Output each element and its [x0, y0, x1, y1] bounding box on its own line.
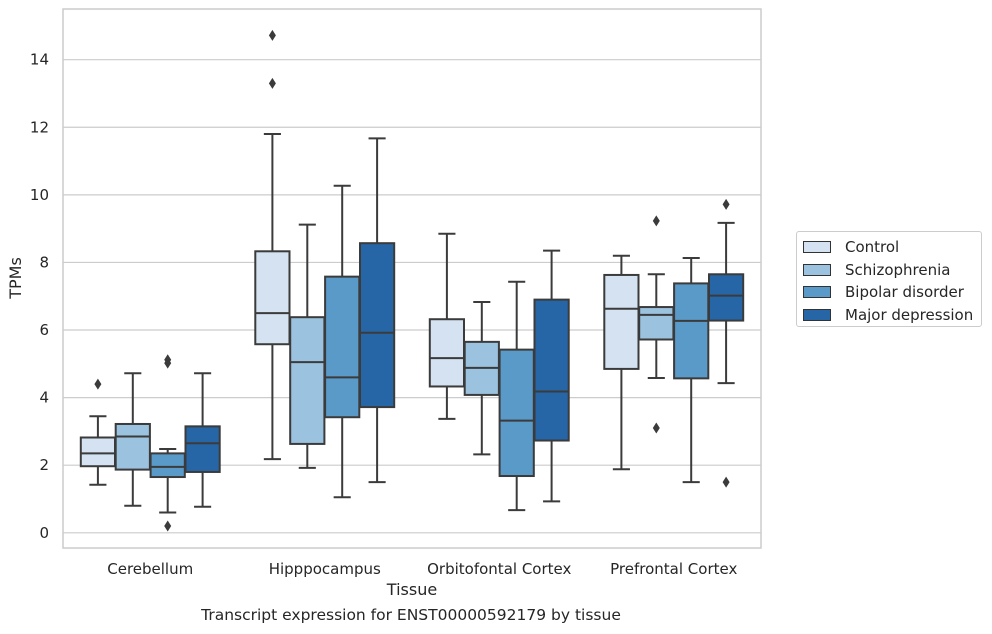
box-3-3 [707, 198, 745, 488]
box-1-1 [289, 223, 326, 469]
box-0-1 [254, 29, 291, 461]
outlier-point [652, 422, 660, 434]
box-0-0 [79, 378, 117, 486]
box-iqr [603, 273, 640, 370]
box-series [79, 29, 745, 532]
box-iqr [289, 316, 326, 445]
box-2-3 [673, 257, 710, 484]
outlier-point [268, 77, 276, 89]
legend-label: Major depression [845, 305, 974, 324]
box-iqr [149, 452, 186, 479]
y-tick-label: 6 [39, 321, 49, 339]
box-iqr [114, 422, 151, 471]
box-iqr [79, 436, 117, 468]
x-tick-label: Hipppocampus [269, 560, 381, 578]
x-axis-ticks: Cerebellum Hipppocampus Orbitofontal Corte… [107, 560, 737, 578]
outlier-point [164, 520, 172, 532]
box-iqr [184, 425, 221, 473]
y-tick-label: 8 [39, 253, 49, 271]
box-iqr [358, 242, 396, 409]
legend-swatch [803, 286, 831, 299]
outlier-point [94, 378, 102, 390]
box-1-0 [114, 372, 151, 507]
box-0-2 [428, 232, 466, 420]
box-2-1 [324, 184, 361, 499]
x-tick-label: Prefrontal Cortex [610, 560, 737, 578]
box-iqr [533, 298, 570, 442]
box-iqr [638, 306, 675, 341]
box-0-3 [603, 254, 640, 471]
legend-label: Bipolar disorder [845, 283, 964, 302]
legend-swatch [803, 263, 831, 276]
box-3-2 [533, 249, 570, 503]
x-tick-label: Cerebellum [107, 560, 193, 578]
chart-caption: Transcript expression for ENST0000059217… [201, 606, 621, 624]
legend-label: Control [845, 238, 900, 257]
x-tick-label: Orbitofontal Cortex [427, 560, 571, 578]
legend-item-schizophrenia: Schizophrenia [803, 259, 981, 282]
y-tick-label: 2 [39, 456, 49, 474]
box-iqr [498, 348, 535, 478]
box-1-2 [463, 300, 500, 456]
box-3-0 [184, 372, 221, 508]
legend-label: Schizophrenia [845, 260, 951, 279]
box-2-0 [149, 354, 186, 532]
plot-frame [62, 8, 762, 549]
box-iqr [254, 250, 291, 346]
box-iqr [673, 282, 710, 380]
legend: Control Schizophrenia Bipolar disorder M… [796, 231, 982, 327]
outlier-point [652, 215, 660, 227]
outlier-point [164, 357, 172, 369]
box-iqr [428, 318, 466, 388]
y-tick-label: 10 [30, 186, 49, 204]
outlier-point [722, 476, 730, 488]
legend-swatch [803, 308, 831, 321]
y-tick-label: 14 [30, 51, 49, 69]
x-axis-label: Tissue [386, 580, 437, 599]
box-1-3 [638, 215, 675, 434]
box-iqr [707, 273, 745, 322]
legend-swatch [803, 241, 831, 254]
y-axis-ticks: 0 2 4 6 8 10 12 14 [30, 51, 49, 542]
legend-item-control: Control [803, 236, 981, 259]
outlier-point [268, 29, 276, 41]
legend-item-bipolar-disorder: Bipolar disorder [803, 281, 981, 304]
y-tick-label: 4 [39, 389, 49, 407]
box-2-2 [498, 280, 535, 512]
box-iqr [324, 275, 361, 419]
y-tick-label: 12 [30, 118, 49, 136]
outlier-point [722, 198, 730, 210]
y-axis-label: TPMs [6, 257, 25, 300]
box-3-1 [358, 137, 396, 484]
y-tick-label: 0 [39, 524, 49, 542]
legend-item-major-depression: Major depression [803, 304, 981, 327]
